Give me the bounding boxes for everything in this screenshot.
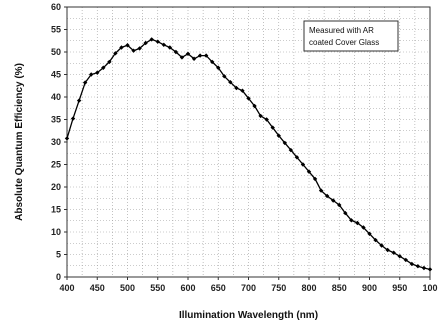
- data-point: [185, 51, 191, 56]
- data-point: [137, 46, 142, 51]
- y-tick-label: 15: [51, 205, 61, 215]
- data-point: [125, 43, 130, 48]
- annotation-line-2: coated Cover Glass: [309, 38, 379, 47]
- data-point: [161, 42, 166, 47]
- data-point: [258, 113, 263, 119]
- data-point: [155, 39, 160, 44]
- annotation-line-1: Measured with AR: [309, 26, 374, 35]
- series-layer: [64, 37, 433, 272]
- x-axis: 400 450 500 550 600 650 700 750 800 850 900 950 100: [59, 277, 438, 293]
- data-point: [216, 65, 221, 70]
- data-point: [89, 72, 94, 77]
- data-point: [337, 202, 342, 208]
- y-axis-title: Absolute Quantum Efficiency (%): [14, 63, 25, 221]
- data-point: [82, 80, 88, 85]
- y-tick-label: 60: [51, 2, 61, 12]
- data-point: [64, 136, 70, 141]
- data-point: [409, 261, 415, 267]
- data-point: [427, 267, 433, 272]
- y-tick-label: 25: [51, 160, 61, 170]
- data-point: [95, 70, 100, 75]
- data-point: [385, 247, 390, 253]
- data-point: [179, 55, 185, 60]
- data-point: [379, 243, 384, 248]
- data-point: [373, 237, 378, 243]
- x-tick-label: 900: [362, 283, 377, 293]
- annotation-frame: [303, 20, 399, 52]
- data-point: [306, 169, 312, 174]
- x-tick-label: 750: [271, 283, 286, 293]
- y-tick-label: 35: [51, 115, 61, 125]
- data-point: [191, 56, 197, 61]
- data-point: [282, 140, 287, 146]
- x-tick-label: 500: [120, 283, 135, 293]
- data-point: [264, 117, 269, 122]
- data-point: [312, 176, 318, 182]
- data-point: [113, 51, 118, 56]
- y-tick-label: 30: [51, 137, 61, 147]
- x-tick-label: 650: [211, 283, 226, 293]
- data-point: [149, 37, 154, 42]
- y-tick-label: 40: [51, 92, 61, 102]
- data-point: [300, 162, 306, 167]
- x-tick-label: 600: [180, 283, 195, 293]
- x-tick-label: 450: [90, 283, 105, 293]
- data-point: [318, 188, 324, 193]
- data-point: [397, 254, 402, 259]
- y-axis: 0 5 10 15 20 25 30 35 40 45 50 55 60: [51, 2, 67, 282]
- data-point: [131, 48, 136, 53]
- data-point: [288, 147, 294, 153]
- x-tick-label: 800: [301, 283, 316, 293]
- data-point: [240, 88, 245, 93]
- x-tick-label: 400: [59, 283, 74, 293]
- y-tick-label: 5: [56, 250, 61, 260]
- data-point: [367, 231, 372, 236]
- data-point: [167, 45, 173, 50]
- data-point: [361, 225, 366, 230]
- data-point: [173, 49, 179, 55]
- data-point: [421, 265, 427, 271]
- data-point: [294, 155, 300, 160]
- data-point: [119, 45, 124, 50]
- x-tick-label: 950: [392, 283, 407, 293]
- data-point: [324, 193, 330, 199]
- data-point: [343, 210, 348, 216]
- data-point: [228, 79, 233, 85]
- data-point: [415, 264, 421, 269]
- data-point: [391, 250, 396, 255]
- data-point: [76, 98, 82, 103]
- data-point: [252, 103, 257, 109]
- data-point: [331, 198, 336, 203]
- data-point: [403, 257, 408, 263]
- x-tick-label: 700: [241, 283, 256, 293]
- data-point: [143, 40, 148, 46]
- data-point: [246, 96, 251, 101]
- y-tick-label: 0: [56, 272, 61, 282]
- data-point: [210, 59, 215, 65]
- data-point: [197, 53, 203, 58]
- y-tick-label: 45: [51, 70, 61, 80]
- data-point: [203, 53, 209, 58]
- data-point: [355, 220, 360, 226]
- data-point: [276, 133, 281, 138]
- annotation-box: Measured with AR coated Cover Glass: [303, 20, 399, 52]
- data-point: [70, 116, 76, 121]
- data-point: [222, 74, 227, 79]
- x-axis-title: Illumination Wavelength (nm): [179, 310, 318, 321]
- y-tick-label: 50: [51, 47, 61, 57]
- data-point: [270, 125, 275, 130]
- y-tick-label: 55: [51, 25, 61, 35]
- x-tick-label: 100: [422, 283, 437, 293]
- x-tick-label: 550: [150, 283, 165, 293]
- data-point: [234, 85, 239, 91]
- y-tick-label: 20: [51, 182, 61, 192]
- x-tick-label: 850: [332, 283, 347, 293]
- data-point: [101, 65, 106, 70]
- data-point: [107, 59, 112, 65]
- y-tick-label: 10: [51, 227, 61, 237]
- data-point: [349, 218, 354, 223]
